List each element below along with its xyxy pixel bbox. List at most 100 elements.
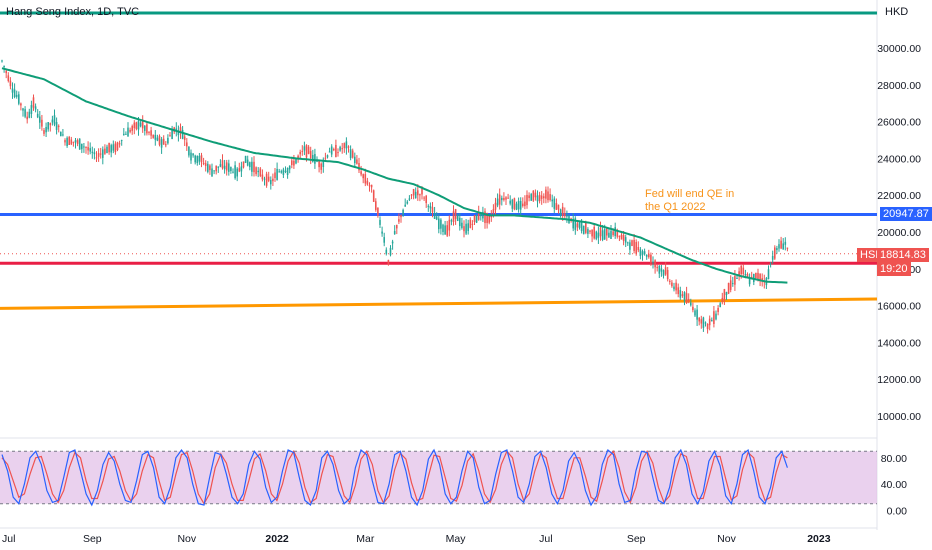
- candle-body: [664, 267, 667, 275]
- candle-body: [286, 167, 289, 175]
- candle-body: [110, 145, 112, 153]
- candle-body: [232, 171, 234, 173]
- candle-body: [368, 185, 371, 187]
- candle-body: [188, 146, 190, 156]
- candle-body: [727, 282, 730, 294]
- candle-body: [169, 135, 171, 137]
- candle-body: [326, 155, 329, 158]
- candle-body: [303, 146, 306, 151]
- candle-body: [673, 286, 675, 290]
- candle-body: [39, 116, 41, 123]
- candle-body: [559, 209, 562, 216]
- candle-body: [278, 171, 280, 173]
- candle-body: [234, 165, 236, 179]
- candle-body: [324, 157, 327, 159]
- x-tick-label: Mar: [356, 533, 375, 545]
- candle-body: [648, 253, 650, 258]
- candle-body: [484, 211, 486, 224]
- candle-body: [5, 70, 7, 74]
- candle-body: [364, 174, 367, 184]
- candle-body: [639, 249, 642, 256]
- level-badge-blue: 20947.87: [880, 207, 932, 221]
- candle-body: [30, 105, 33, 114]
- candle-body: [165, 144, 167, 146]
- candle-body: [259, 168, 262, 176]
- candle-body: [719, 303, 721, 308]
- candle-body: [116, 142, 119, 151]
- x-tick-label: Jul: [2, 533, 15, 545]
- candle-body: [717, 307, 719, 313]
- candle-body: [480, 213, 482, 217]
- candle-body: [536, 195, 539, 202]
- candle-body: [618, 235, 621, 237]
- candle-body: [358, 163, 360, 171]
- candle-body: [641, 251, 644, 255]
- candle-body: [60, 131, 62, 137]
- candle-body: [637, 247, 640, 251]
- candle-body: [622, 235, 625, 241]
- candle-body: [580, 221, 583, 231]
- candle-body: [301, 150, 304, 152]
- candle-body: [343, 143, 346, 149]
- candle-body: [729, 280, 732, 290]
- candle-body: [528, 195, 530, 199]
- candle-body: [522, 203, 524, 207]
- candle-body: [715, 313, 717, 320]
- candle-body: [656, 267, 658, 269]
- x-tick-label: Sep: [83, 533, 102, 545]
- candle-body: [255, 167, 257, 175]
- candle-body: [225, 162, 228, 171]
- candle-body: [662, 270, 665, 276]
- candle-body: [671, 282, 673, 287]
- candle-body: [610, 230, 612, 239]
- candle-body: [299, 151, 301, 155]
- symbol-badge: HSI: [857, 248, 882, 262]
- candle-body: [171, 128, 173, 140]
- candle-body: [438, 218, 440, 230]
- candle-body: [257, 170, 259, 173]
- candle-body: [26, 116, 28, 120]
- candle-body: [782, 243, 784, 250]
- candle-body: [207, 163, 209, 172]
- candle-body: [11, 88, 14, 93]
- y-tick-label: 30000.00: [877, 43, 921, 55]
- candle-body: [316, 160, 318, 162]
- candle-body: [339, 146, 341, 151]
- candle-body: [9, 80, 12, 87]
- candle-body: [635, 242, 637, 254]
- candle-body: [551, 199, 553, 202]
- candle-body: [265, 173, 268, 186]
- candle-body: [467, 223, 469, 232]
- candle-body: [786, 247, 789, 249]
- candle-body: [633, 240, 635, 251]
- candle-body: [736, 277, 738, 279]
- candle-body: [47, 122, 49, 130]
- candle-body: [532, 190, 535, 201]
- candle-body: [267, 176, 270, 181]
- candle-body: [706, 324, 709, 330]
- candle-body: [696, 309, 698, 320]
- candle-body: [591, 229, 593, 237]
- candle-body: [496, 198, 499, 206]
- candle-body: [517, 200, 520, 210]
- candle-body: [660, 268, 663, 272]
- candle-body: [270, 179, 272, 185]
- candle-body: [280, 171, 283, 173]
- candle-body: [530, 194, 532, 201]
- candle-body: [748, 279, 751, 285]
- candle-body: [448, 219, 451, 231]
- candle-body: [246, 159, 249, 166]
- candle-body: [425, 195, 427, 204]
- candle-body: [177, 130, 180, 136]
- candle-body: [494, 202, 497, 210]
- candle-body: [391, 241, 394, 244]
- candle-body: [713, 311, 715, 324]
- candle-body: [190, 152, 192, 161]
- candle-body: [204, 163, 207, 166]
- candle-body: [62, 134, 64, 136]
- candle-body: [435, 216, 438, 220]
- candle-body: [276, 168, 278, 180]
- candle-body: [711, 319, 713, 322]
- candle-body: [595, 231, 598, 240]
